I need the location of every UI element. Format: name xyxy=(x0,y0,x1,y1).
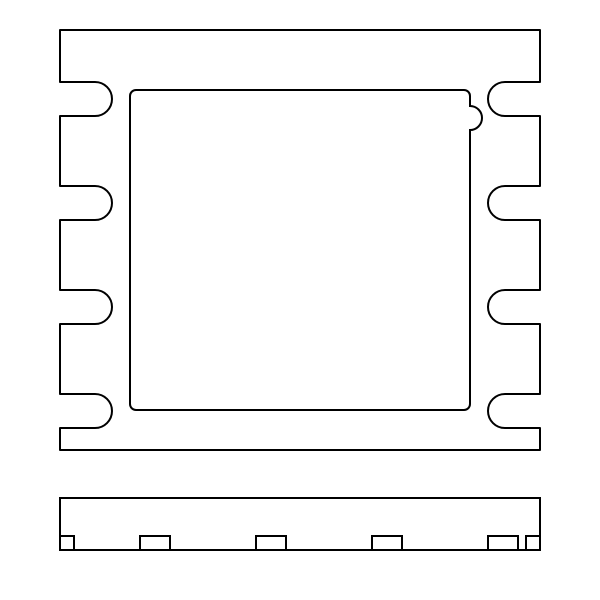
side-pad-1 xyxy=(140,536,170,550)
component-package-diagram xyxy=(0,0,600,600)
exposed-pad-outline xyxy=(130,90,482,410)
side-pad-2 xyxy=(256,536,286,550)
package-side-outline xyxy=(60,498,540,550)
side-pad-4 xyxy=(488,536,518,550)
side-pad-3 xyxy=(372,536,402,550)
